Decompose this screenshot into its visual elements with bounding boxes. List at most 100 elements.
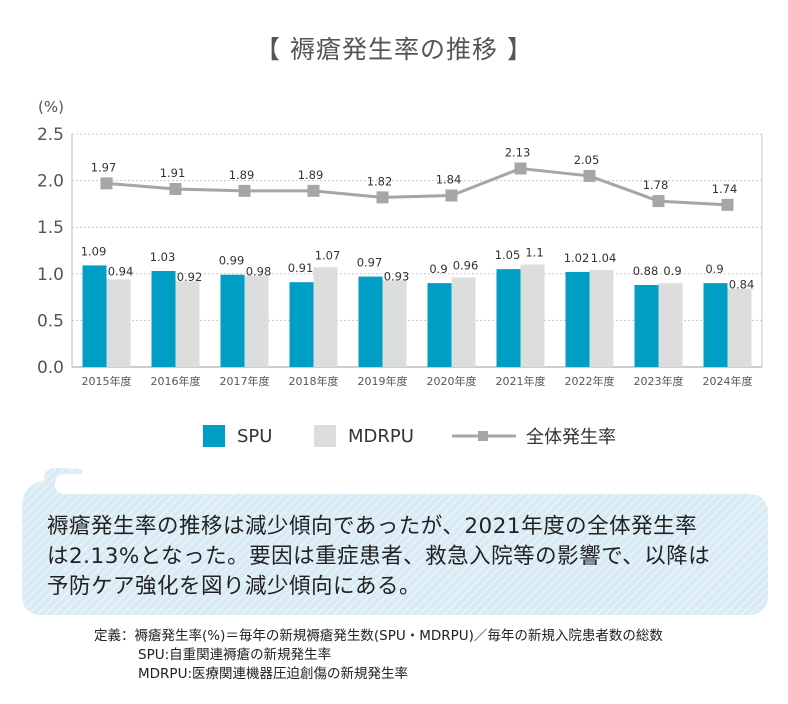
data-label-spu: 1.09 (81, 244, 107, 258)
legend-swatch-spu (203, 425, 225, 447)
bar-spu (82, 265, 107, 367)
total-rate-marker (514, 162, 527, 175)
data-label-mdrpu: 1.04 (591, 251, 617, 265)
bar-spu (634, 284, 659, 367)
y-tick-labels: 0.0 0.5 1.0 1.5 2.0 2.5 (37, 125, 64, 378)
x-category-label: 2015年度 (82, 374, 132, 388)
data-label-spu: 1.02 (564, 251, 590, 265)
legend-line-marker-icon (452, 431, 516, 441)
y-tick-label: 0.0 (37, 358, 64, 378)
x-category-label: 2018年度 (289, 374, 339, 388)
bar-spu (565, 271, 590, 367)
bar-mdrpu (175, 281, 200, 367)
x-category-label: 2022年度 (565, 374, 615, 388)
data-label-mdrpu: 0.9 (663, 264, 681, 278)
callout-line: 褥瘡発生率の推移は減少傾向であったが、2021年度の全体発生率 (47, 514, 698, 539)
bar-spu (289, 282, 314, 367)
summary-callout-background (22, 468, 768, 615)
data-label-mdrpu: 0.94 (108, 264, 134, 278)
chart-plot: (%) 0.00.51.01.52.02.5 1.090.941.030.920… (37, 98, 763, 388)
bar-mdrpu (313, 267, 338, 367)
data-label-total: 2.05 (574, 153, 600, 167)
total-rate-marker (445, 189, 458, 202)
data-label-mdrpu: 0.96 (453, 259, 479, 273)
bar-spu (151, 271, 176, 367)
chart-title: 【 褥瘡発生率の推移 】 (255, 35, 533, 64)
data-label-mdrpu: 0.98 (246, 265, 272, 279)
total-rate-marker (307, 184, 320, 197)
x-category-label: 2024年度 (703, 374, 753, 388)
data-label-spu: 0.9 (429, 262, 447, 276)
bar-mdrpu (589, 270, 614, 367)
data-label-total: 1.91 (160, 166, 186, 180)
data-label-spu: 0.91 (288, 261, 314, 275)
definition-mdrpu: MDRPU:医療関連機器圧迫創傷の新規発生率 (138, 666, 408, 682)
total-rate-marker (721, 198, 734, 211)
y-axis-unit-label: (%) (38, 98, 64, 116)
y-tick-label: 0.5 (37, 311, 64, 331)
bar-mdrpu (520, 264, 545, 367)
callout-line: は2.13%となった。要因は重症患者、救急入院等の影響で、以降は (47, 544, 711, 569)
data-label-mdrpu: 1.1 (525, 245, 543, 259)
bar-spu (703, 283, 728, 367)
data-label-mdrpu: 0.92 (177, 270, 203, 284)
data-label-mdrpu: 1.07 (315, 248, 341, 262)
bar-spu (220, 274, 245, 367)
legend-item-spu: SPU (203, 423, 272, 449)
total-rate-marker (583, 169, 596, 182)
total-rate-line (100, 162, 734, 211)
data-label-total: 1.84 (436, 173, 462, 187)
data-label-mdrpu: 0.84 (729, 278, 755, 292)
gridlines (72, 133, 762, 321)
y-tick-label: 1.5 (37, 218, 64, 238)
x-category-label: 2017年度 (220, 374, 270, 388)
definition-spu: SPU:自重関連褥瘡の新規発生率 (138, 647, 332, 663)
bar-spu (496, 269, 521, 367)
bar-spu (358, 276, 383, 367)
total-rate-marker (100, 177, 113, 190)
legend-swatch-mdrpu (314, 425, 336, 447)
x-category-label: 2021年度 (496, 374, 546, 388)
data-label-spu: 1.03 (150, 250, 176, 264)
legend-label-mdrpu: MDRPU (348, 425, 414, 447)
x-category-label: 2016年度 (151, 374, 201, 388)
data-label-spu: 1.05 (495, 248, 521, 262)
total-rate-marker (376, 191, 389, 204)
data-label-total: 1.97 (91, 160, 117, 174)
summary-callout-text: 褥瘡発生率の推移は減少傾向であったが、2021年度の全体発生率 は2.13%とな… (47, 512, 767, 602)
x-category-label: 2019年度 (358, 374, 408, 388)
bar-mdrpu (106, 279, 131, 367)
data-labels: 1.090.94 1.030.92 0.990.98 0.911.07 0.970.93… (81, 145, 755, 291)
legend-item-total: 全体発生率 (450, 423, 616, 449)
legend-item-mdrpu: MDRPU (314, 423, 414, 449)
data-label-total: 1.74 (712, 182, 738, 196)
bar-spu (427, 283, 452, 367)
bar-mdrpu (451, 277, 476, 367)
bar-mdrpu (727, 288, 752, 367)
data-label-total: 1.82 (367, 174, 393, 188)
data-label-spu: 0.88 (633, 264, 659, 278)
legend: SPU MDRPU 全体発生率 (0, 423, 788, 449)
x-category-label: 2020年度 (427, 374, 477, 388)
definition-note: 定義：褥瘡発生率(%)＝毎年の新規褥瘡発生数(SPU・MDRPU)／毎年の新規入… (94, 627, 663, 684)
y-tick-label: 1.0 (37, 265, 64, 285)
total-rate-marker (238, 184, 251, 197)
total-rate-marker (169, 182, 182, 195)
bar-mdrpu (244, 275, 269, 367)
total-rate-marker (652, 195, 665, 208)
bars (82, 264, 752, 367)
legend-label-spu: SPU (237, 425, 273, 447)
bar-mdrpu (658, 283, 683, 367)
bar-mdrpu (382, 280, 407, 367)
x-category-labels: 2015年度 2016年度 2017年度 2018年度 2019年度 2020年度 2021… (82, 374, 753, 388)
data-label-total: 2.13 (505, 145, 531, 159)
data-label-mdrpu: 0.93 (384, 269, 410, 283)
x-category-label: 2023年度 (634, 374, 684, 388)
y-tick-label: 2.5 (37, 125, 64, 145)
callout-line: 予防ケア強化を図り減少傾向にある。 (47, 574, 422, 599)
y-tick-label: 2.0 (37, 172, 64, 192)
definition-formula: 定義：褥瘡発生率(%)＝毎年の新規褥瘡発生数(SPU・MDRPU)／毎年の新規入… (94, 628, 663, 644)
data-label-total: 1.89 (229, 168, 255, 182)
data-label-total: 1.78 (643, 178, 669, 192)
data-label-spu: 0.9 (705, 262, 723, 276)
